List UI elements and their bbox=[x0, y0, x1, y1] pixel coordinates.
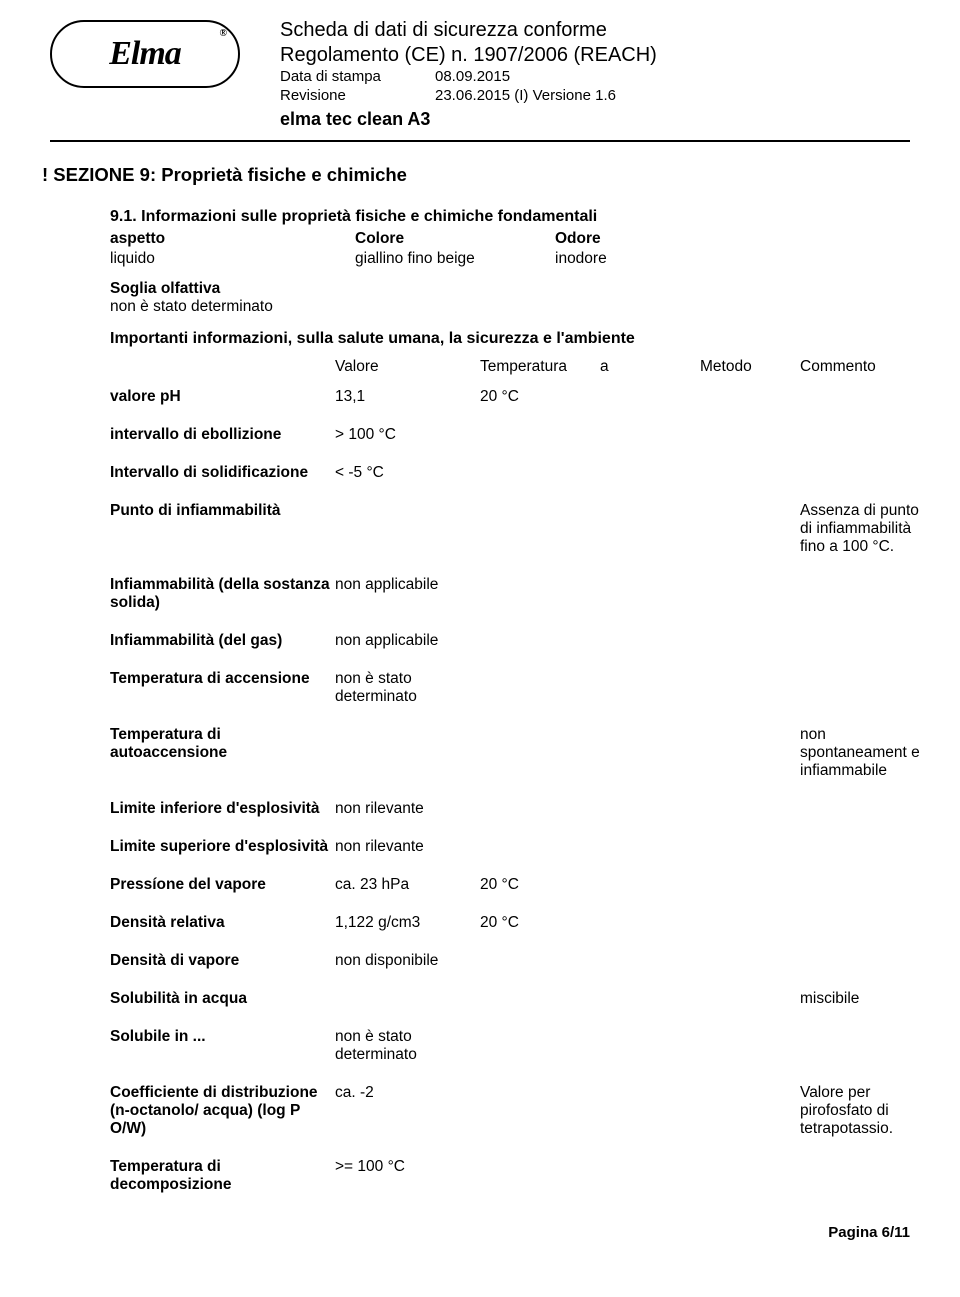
page-footer: Pagina 6/11 bbox=[50, 1224, 910, 1241]
row-solidificazione: Intervallo di solidificazione < -5 °C bbox=[110, 464, 910, 482]
row-lim-inf: Limite inferiore d'esplosività non rilev… bbox=[110, 800, 910, 818]
properties-table: Valore Temperatura a Metodo Commento val… bbox=[110, 358, 910, 1194]
pressione-temp: 20 °C bbox=[480, 876, 600, 894]
row-ebollizione: intervallo di ebollizione > 100 °C bbox=[110, 426, 910, 444]
row-solub-acqua: Solubilità in acqua miscibile bbox=[110, 990, 910, 1008]
row-inf-solida: Infiammabilità (della sostanza solida) n… bbox=[110, 576, 910, 612]
densita-vap-label: Densità di vapore bbox=[110, 952, 335, 970]
densita-rel-temp: 20 °C bbox=[480, 914, 600, 932]
inf-solida-label: Infiammabilità (della sostanza solida) bbox=[110, 576, 335, 612]
temp-accensione-value: non è stato determinato bbox=[335, 670, 480, 706]
document-page: Elma ® Scheda di dati di sicurezza confo… bbox=[0, 0, 960, 1271]
lim-sup-value: non rilevante bbox=[335, 838, 480, 856]
soglia-label: Soglia olfattiva bbox=[110, 280, 910, 298]
solidificazione-label: Intervallo di solidificazione bbox=[110, 464, 335, 482]
infiammabilita-label: Punto di infiammabilità bbox=[110, 502, 335, 520]
temp-decomp-label: Temperatura di decomposizione bbox=[110, 1158, 335, 1194]
coeff-label: Coefficiente di distribuzione (n-octanol… bbox=[110, 1084, 335, 1138]
aspetto-value: liquido bbox=[110, 250, 355, 268]
odore-label: Odore bbox=[555, 230, 601, 248]
inf-solida-value: non applicabile bbox=[335, 576, 480, 594]
solub-in-label: Solubile in ... bbox=[110, 1028, 335, 1046]
col-metodo: Metodo bbox=[700, 358, 800, 376]
ph-value: 13,1 bbox=[335, 388, 480, 406]
col-commento: Commento bbox=[800, 358, 920, 376]
row-temp-auto: Temperatura di autoaccensione non sponta… bbox=[110, 726, 910, 780]
revision-label: Revisione bbox=[280, 87, 435, 106]
doc-title-line1: Scheda di dati di sicurezza conforme bbox=[280, 18, 657, 43]
company-logo: Elma ® bbox=[50, 20, 240, 88]
logo-text: Elma bbox=[109, 35, 181, 73]
registered-mark: ® bbox=[220, 28, 226, 39]
colore-label: Colore bbox=[355, 230, 555, 248]
colore-value: giallino fino beige bbox=[355, 250, 555, 268]
header-text-block: Scheda di dati di sicurezza conforme Reg… bbox=[280, 18, 657, 130]
appearance-value-row: liquido giallino fino beige inodore bbox=[110, 250, 910, 268]
soglia-value: non è stato determinato bbox=[110, 298, 910, 316]
row-inf-gas: Infiammabilità (del gas) non applicabile bbox=[110, 632, 910, 650]
row-densita-rel: Densità relativa 1,122 g/cm3 20 °C bbox=[110, 914, 910, 932]
solub-acqua-commento: miscibile bbox=[800, 990, 920, 1008]
pressione-label: Pressíone del vapore bbox=[110, 876, 335, 894]
lim-inf-value: non rilevante bbox=[335, 800, 480, 818]
temp-auto-label: Temperatura di autoaccensione bbox=[110, 726, 335, 762]
col-valore: Valore bbox=[335, 358, 480, 376]
row-temp-accensione: Temperatura di accensione non è stato de… bbox=[110, 670, 910, 706]
densita-rel-value: 1,122 g/cm3 bbox=[335, 914, 480, 932]
lim-sup-label: Limite superiore d'esplosività bbox=[110, 838, 335, 856]
densita-rel-label: Densità relativa bbox=[110, 914, 335, 932]
aspetto-label: aspetto bbox=[110, 230, 355, 248]
header-divider bbox=[50, 140, 910, 142]
ebollizione-label: intervallo di ebollizione bbox=[110, 426, 335, 444]
inf-gas-label: Infiammabilità (del gas) bbox=[110, 632, 335, 650]
doc-title-line2: Regolamento (CE) n. 1907/2006 (REACH) bbox=[280, 43, 657, 68]
col-temperatura: Temperatura bbox=[480, 358, 600, 376]
row-infiammabilita: Punto di infiammabilità Assenza di punto… bbox=[110, 502, 910, 556]
solub-acqua-label: Solubilità in acqua bbox=[110, 990, 335, 1008]
solidificazione-value: < -5 °C bbox=[335, 464, 480, 482]
coeff-commento: Valore per pirofosfato di tetrapotassio. bbox=[800, 1084, 920, 1138]
section-9-title: ! SEZIONE 9: Proprietà fisiche e chimich… bbox=[42, 164, 910, 186]
ph-temp: 20 °C bbox=[480, 388, 600, 406]
row-densita-vap: Densità di vapore non disponibile bbox=[110, 952, 910, 970]
row-temp-decomp: Temperatura di decomposizione >= 100 °C bbox=[110, 1158, 910, 1194]
row-lim-sup: Limite superiore d'esplosività non rilev… bbox=[110, 838, 910, 856]
infiammabilita-commento: Assenza di punto di infiammabilità fino … bbox=[800, 502, 920, 556]
col-a: a bbox=[600, 358, 700, 376]
product-name: elma tec clean A3 bbox=[280, 108, 657, 131]
pressione-value: ca. 23 hPa bbox=[335, 876, 480, 894]
section-content: 9.1. Informazioni sulle proprietà fisich… bbox=[50, 208, 910, 1194]
row-ph: valore pH 13,1 20 °C bbox=[110, 388, 910, 406]
temp-auto-commento: non spontaneament e infiammabile bbox=[800, 726, 920, 780]
print-date-row: Data di stampa 08.09.2015 bbox=[280, 68, 657, 87]
subsection-9-1-title: 9.1. Informazioni sulle proprietà fisich… bbox=[110, 208, 910, 226]
row-coeff: Coefficiente di distribuzione (n-octanol… bbox=[110, 1084, 910, 1138]
coeff-value: ca. -2 bbox=[335, 1084, 480, 1102]
table-header-row: Valore Temperatura a Metodo Commento bbox=[110, 358, 910, 376]
densita-vap-value: non disponibile bbox=[335, 952, 480, 970]
ebollizione-value: > 100 °C bbox=[335, 426, 480, 444]
appearance-header-row: aspetto Colore Odore bbox=[110, 230, 910, 248]
inf-gas-value: non applicabile bbox=[335, 632, 480, 650]
row-pressione: Pressíone del vapore ca. 23 hPa 20 °C bbox=[110, 876, 910, 894]
temp-accensione-label: Temperatura di accensione bbox=[110, 670, 335, 688]
lim-inf-label: Limite inferiore d'esplosività bbox=[110, 800, 335, 818]
solub-in-value: non è stato determinato bbox=[335, 1028, 480, 1064]
odore-value: inodore bbox=[555, 250, 607, 268]
revision-row: Revisione 23.06.2015 (I) Versione 1.6 bbox=[280, 87, 657, 106]
ph-label: valore pH bbox=[110, 388, 335, 406]
print-date-label: Data di stampa bbox=[280, 68, 435, 87]
revision-value: 23.06.2015 (I) Versione 1.6 bbox=[435, 87, 616, 106]
important-info-heading: Importanti informazioni, sulla salute um… bbox=[110, 330, 910, 348]
print-date-value: 08.09.2015 bbox=[435, 68, 510, 87]
temp-decomp-value: >= 100 °C bbox=[335, 1158, 480, 1176]
row-solub-in: Solubile in ... non è stato determinato bbox=[110, 1028, 910, 1064]
page-header: Elma ® Scheda di dati di sicurezza confo… bbox=[50, 18, 910, 130]
